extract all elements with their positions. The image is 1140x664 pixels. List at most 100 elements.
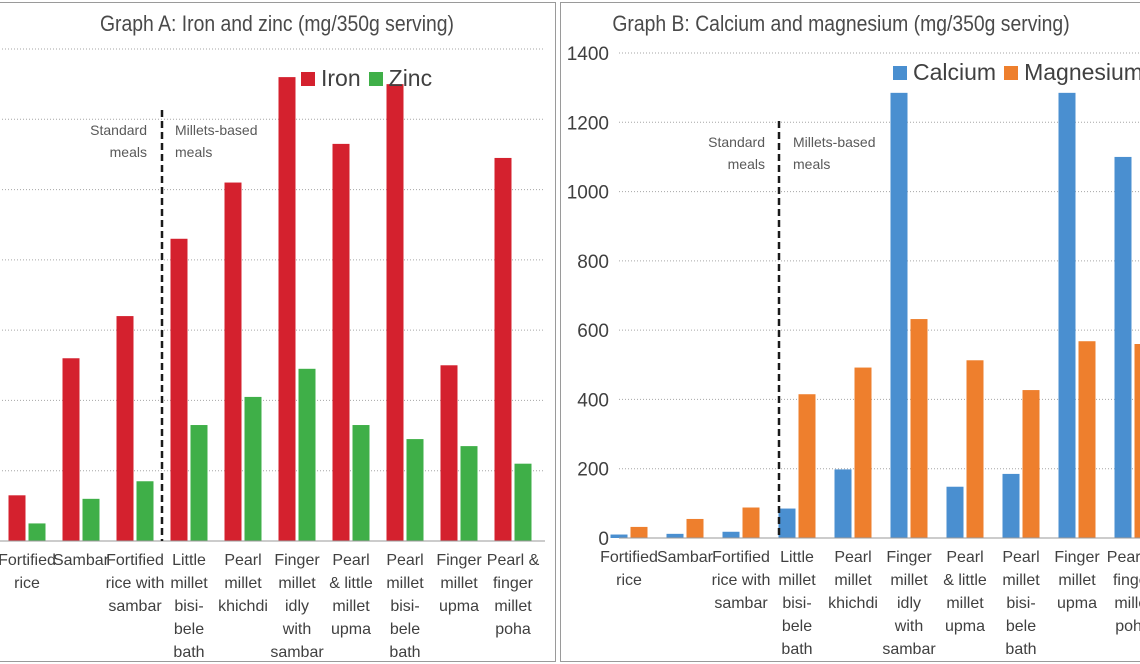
millets-label-line-1: Millets-based [175, 122, 258, 138]
bar-zinc [28, 523, 46, 541]
graph-a-legend: Iron Zinc [301, 65, 432, 92]
x-tick-label: Sambar [657, 549, 714, 566]
legend-item-magnesium: Magnesium [1004, 59, 1140, 86]
x-tick-label: Pearl millet khichdi [218, 552, 268, 615]
x-tick-label: Finger millet idly with sambar [882, 549, 936, 658]
bar-calcium [890, 92, 908, 538]
bar-iron [332, 143, 350, 541]
y-tick-label: 1000 [567, 183, 609, 204]
y-tick-label: 800 [577, 252, 609, 273]
millets-label-line-2: meals [175, 144, 213, 160]
graph-a-standard-meals-label: Standard meals [79, 119, 147, 163]
legend-item-iron: Iron [301, 65, 361, 92]
legend-swatch-calcium [893, 65, 907, 80]
bar-calcium [778, 508, 796, 538]
legend-swatch-iron [301, 71, 315, 86]
millets-label-line-1: Millets-based [793, 134, 876, 150]
bar-zinc [460, 446, 478, 541]
bar-iron [440, 365, 458, 541]
x-tick-label: Fortified rice [600, 549, 658, 589]
legend-item-calcium: Calcium [893, 59, 996, 86]
bar-iron [62, 358, 80, 541]
standard-label-line-2: meals [727, 156, 765, 172]
bar-magnesium [910, 319, 928, 538]
x-tick-label: Little millet bisi-bele bath [170, 552, 208, 661]
x-tick-label: Pearl millet khichdi [828, 549, 878, 612]
graph-a-panel: Graph A: Iron and zinc (mg/350g serving)… [0, 2, 556, 662]
bar-iron [224, 182, 242, 542]
y-tick-label: 200 [577, 460, 609, 481]
x-tick-label: Fortified rice with sambar [106, 552, 165, 615]
graph-a-title: Graph A: Iron and zinc (mg/350g serving) [99, 11, 455, 36]
x-tick-label: Fortified rice [0, 552, 56, 592]
bar-zinc [190, 425, 208, 541]
y-tick-label: 1400 [567, 44, 609, 65]
legend-swatch-magnesium [1004, 65, 1019, 80]
x-tick-label: Pearl & little millet upma [943, 549, 987, 635]
x-tick-label: Finger millet idly with sambar [270, 552, 324, 661]
x-tick-label: Pearl & little millet upma [329, 552, 373, 638]
standard-label-line-1: Standard [90, 122, 147, 138]
bar-calcium [946, 486, 964, 538]
bar-magnesium [1134, 344, 1140, 538]
bar-calcium [1002, 473, 1020, 538]
bar-calcium [1058, 92, 1076, 538]
bar-zinc [352, 425, 370, 541]
standard-label-line-2: meals [109, 144, 147, 160]
x-tick-label: Sambar [53, 552, 110, 569]
bar-magnesium [1022, 390, 1040, 538]
legend-label-zinc: Zinc [388, 65, 433, 91]
bar-iron [116, 316, 134, 541]
legend-label-magnesium: Magnesium [1024, 59, 1140, 85]
y-tick-label: 600 [577, 321, 609, 342]
x-tick-label: Pearl millet bisi-bele bath [386, 552, 424, 661]
graph-a-millets-meals-label: Millets-based meals [175, 119, 257, 163]
bar-calcium [666, 533, 684, 538]
bar-zinc [298, 368, 316, 541]
graph-b-legend: Calcium Magnesium [893, 59, 1140, 86]
x-tick-label: Pearl millet bisi-bele bath [1002, 549, 1040, 658]
millets-label-line-2: meals [793, 156, 831, 172]
x-tick-label: Finger millet upma [1054, 549, 1100, 612]
standard-label-line-1: Standard [708, 134, 765, 150]
bar-calcium [834, 469, 852, 538]
bar-magnesium [798, 394, 816, 538]
bar-iron [8, 495, 26, 541]
x-tick-label: Little millet bisi-bele bath [778, 549, 816, 658]
bar-iron [278, 77, 296, 541]
legend-swatch-zinc [368, 71, 383, 86]
bar-magnesium [630, 526, 648, 538]
bar-magnesium [854, 367, 872, 538]
bar-calcium [610, 534, 628, 538]
legend-label-calcium: Calcium [913, 59, 997, 85]
bar-magnesium [686, 518, 704, 538]
bar-iron [386, 84, 404, 542]
bar-calcium [1114, 156, 1132, 538]
graph-b-plot: 0 200 400 600 800 1000 1200 1400 Fortified riceSa… [567, 44, 1140, 658]
graph-b-standard-meals-label: Standard meals [697, 131, 765, 175]
bar-zinc [514, 463, 532, 541]
bar-magnesium [966, 360, 984, 538]
x-tick-label: Fortified rice with sambar [712, 549, 771, 612]
y-tick-label: 1200 [567, 113, 609, 134]
bar-zinc [244, 396, 262, 541]
bar-magnesium [742, 507, 760, 538]
bar-zinc [136, 481, 154, 541]
y-tick-label: 400 [577, 390, 609, 411]
y-tick-label: 0 [598, 529, 609, 550]
bar-calcium [722, 531, 740, 538]
bar-magnesium [1078, 341, 1096, 538]
graph-b-title: Graph B: Calcium and magnesium (mg/350g … [612, 11, 1070, 36]
bar-zinc [82, 498, 100, 541]
bar-zinc [406, 439, 424, 541]
bar-iron [170, 238, 188, 541]
x-tick-label: Finger millet upma [436, 552, 482, 615]
legend-item-zinc: Zinc [368, 65, 433, 92]
bar-iron [494, 157, 512, 541]
legend-label-iron: Iron [321, 65, 361, 91]
graph-b-panel: Graph B: Calcium and magnesium (mg/350g … [560, 2, 1140, 662]
graph-b-millets-meals-label: Millets-based meals [793, 131, 875, 175]
